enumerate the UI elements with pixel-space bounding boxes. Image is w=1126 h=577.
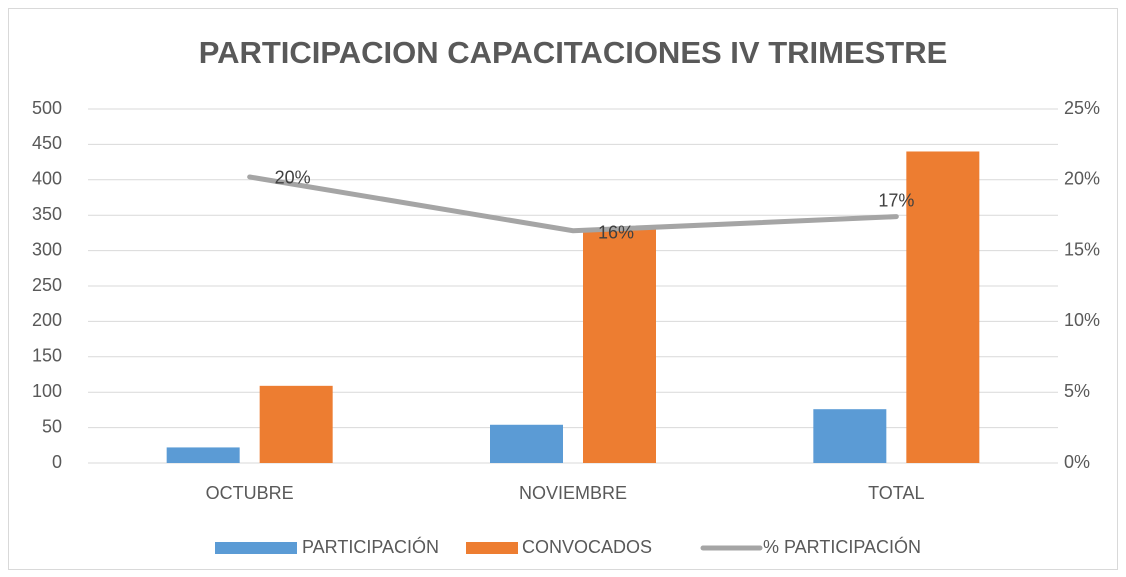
y2-tick-label: 10% [1064, 310, 1100, 330]
x-tick-label: NOVIEMBRE [519, 483, 627, 503]
bar [490, 424, 563, 463]
y2-tick-label: 5% [1064, 381, 1090, 401]
legend-swatch [466, 542, 518, 554]
y-tick-label: 300 [32, 239, 62, 259]
line-series [247, 174, 899, 234]
x-tick-label: OCTUBRE [206, 483, 294, 503]
legend-label: % PARTICIPACIÓN [763, 536, 921, 557]
x-tick-label: TOTAL [868, 483, 924, 503]
y2-tick-label: 15% [1064, 239, 1100, 259]
y-tick-label: 50 [42, 416, 62, 436]
y-tick-label: 150 [32, 346, 62, 366]
legend-label: CONVOCADOS [522, 537, 652, 557]
legend-label: PARTICIPACIÓN [302, 536, 439, 557]
data-label: 17% [878, 190, 914, 210]
y2-tick-label: 0% [1064, 452, 1090, 472]
y2-tick-label: 25% [1064, 98, 1100, 118]
data-label: 16% [598, 223, 634, 243]
chart-title: PARTICIPACION CAPACITACIONES IV TRIMESTR… [199, 35, 948, 70]
y-tick-label: 500 [32, 98, 62, 118]
y-tick-label: 100 [32, 381, 62, 401]
y2-tick-label: 20% [1064, 169, 1100, 189]
bar [583, 228, 656, 463]
bar [906, 151, 980, 464]
data-label: 20% [275, 168, 311, 188]
y-tick-label: 250 [32, 275, 62, 295]
legend-swatch [215, 542, 297, 554]
y-tick-label: 400 [32, 169, 62, 189]
y-tick-label: 200 [32, 310, 62, 330]
bar [259, 385, 333, 463]
bar [166, 447, 240, 463]
bar [813, 409, 887, 463]
y-tick-label: 0 [52, 452, 62, 472]
y-tick-label: 350 [32, 204, 62, 224]
y-tick-label: 450 [32, 133, 62, 153]
